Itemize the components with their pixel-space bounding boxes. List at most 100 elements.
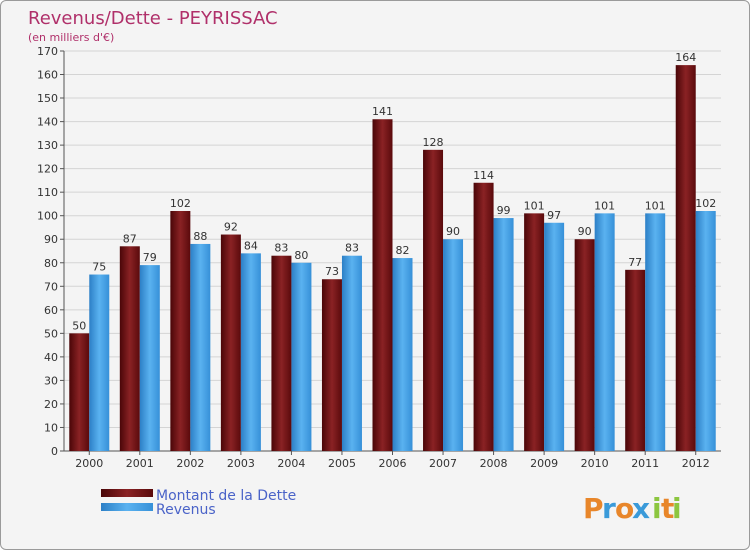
x-tick-label: 2002 [176,457,204,470]
x-tick-label: 2004 [277,457,305,470]
value-label-debt: 77 [628,256,642,269]
bar-revenus [190,243,211,451]
legend-swatch-revenus [101,503,153,511]
x-tick-label: 2011 [631,457,659,470]
value-label-revenus: 84 [244,239,258,252]
y-tick-label: 30 [44,374,58,387]
x-tick-label: 2001 [126,457,154,470]
value-label-revenus: 102 [695,197,716,210]
value-label-revenus: 101 [594,199,615,212]
bar-revenus [443,239,464,451]
bar-debt [524,213,545,451]
y-tick-label: 90 [44,233,58,246]
value-label-revenus: 82 [396,244,410,257]
legend-label-revenus: Revenus [156,502,216,518]
bar-revenus [594,213,615,451]
y-tick-label: 130 [37,139,58,152]
bar-debt [574,239,595,451]
value-label-debt: 73 [325,265,339,278]
y-tick-label: 0 [51,445,58,458]
value-label-debt: 102 [170,197,191,210]
value-labels: 50 75 87 79 102 88 92 84 83 80 73 83 141 82 128 90 114 99… [72,51,716,332]
legend: Montant de la Dette Revenus [101,488,296,518]
bar-debt [119,246,140,451]
logo-letter: i [652,492,662,525]
y-tick-label: 110 [37,186,58,199]
logo-letter: i [672,492,682,525]
logo-letter: x [632,492,650,525]
bar-revenus [392,258,413,451]
bar-debt [220,234,241,451]
bar-debt [372,119,393,451]
bar-debt [271,255,292,451]
bar-debt [675,65,696,451]
y-tick-label: 60 [44,304,58,317]
y-tick-label: 170 [37,45,58,58]
y-tick-label: 160 [37,69,58,82]
y-tick-labels: 0 10 20 30 40 50 60 70 80 90 100 110 120 130 140 150 160… [37,45,58,458]
logo-letter: r [602,492,616,525]
chart-subtitle: (en milliers d'€) [28,31,114,44]
bar-revenus [544,222,565,451]
y-tick-label: 80 [44,257,58,270]
value-label-debt: 90 [578,225,592,238]
value-label-revenus: 90 [446,225,460,238]
y-tick-label: 150 [37,92,58,105]
bar-debt [625,269,646,451]
value-label-debt: 101 [524,199,545,212]
logo-letter: P [583,492,604,525]
x-tick-labels: 2000 2001 2002 2003 2004 2005 2006 2007 2008 2009… [75,457,709,470]
bar-debt [473,182,494,451]
chart-title: Revenus/Dette - PEYRISSAC [28,8,278,29]
y-tick-label: 120 [37,163,58,176]
logo-letter: o [615,492,634,525]
value-label-debt: 83 [274,242,288,255]
value-label-revenus: 97 [547,209,561,222]
value-label-debt: 114 [473,169,494,182]
y-tick-label: 100 [37,210,58,223]
x-tick-label: 2007 [429,457,457,470]
value-label-revenus: 79 [143,251,157,264]
value-label-revenus: 75 [92,261,106,274]
x-tick-label: 2008 [480,457,508,470]
proxiti-logo: Pr ox i ti [583,492,682,525]
y-tick-label: 70 [44,280,58,293]
x-tick-label: 2010 [581,457,609,470]
value-label-revenus: 88 [193,230,207,243]
y-tick-label: 20 [44,398,58,411]
legend-label-debt: Montant de la Dette [156,488,296,504]
value-label-revenus: 101 [645,199,666,212]
y-tick-label: 10 [44,421,58,434]
value-label-debt: 92 [224,221,238,234]
bar-debt [69,333,90,451]
value-label-debt: 50 [72,319,86,332]
value-label-debt: 128 [423,136,444,149]
value-label-debt: 141 [372,105,393,118]
bars [69,65,716,451]
x-tick-label: 2003 [227,457,255,470]
bar-debt [423,149,444,451]
x-tick-label: 2012 [682,457,710,470]
bar-revenus [645,213,666,451]
bar-revenus [291,262,312,451]
value-label-revenus: 80 [294,249,308,262]
x-tick-label: 2006 [379,457,407,470]
bar-debt [170,211,191,451]
x-tick-label: 2009 [530,457,558,470]
value-label-debt: 164 [675,51,696,64]
bar-revenus [240,253,261,451]
logo-letter: t [661,492,674,525]
legend-swatch-debt [101,489,153,497]
bar-revenus [139,265,160,451]
bar-revenus [695,211,716,451]
y-tick-label: 40 [44,351,58,364]
y-tick-label: 140 [37,116,58,129]
x-tick-label: 2005 [328,457,356,470]
value-label-revenus: 99 [497,204,511,217]
value-label-revenus: 83 [345,242,359,255]
y-tick-label: 50 [44,327,58,340]
bar-debt [321,279,342,451]
bar-revenus [493,218,514,451]
